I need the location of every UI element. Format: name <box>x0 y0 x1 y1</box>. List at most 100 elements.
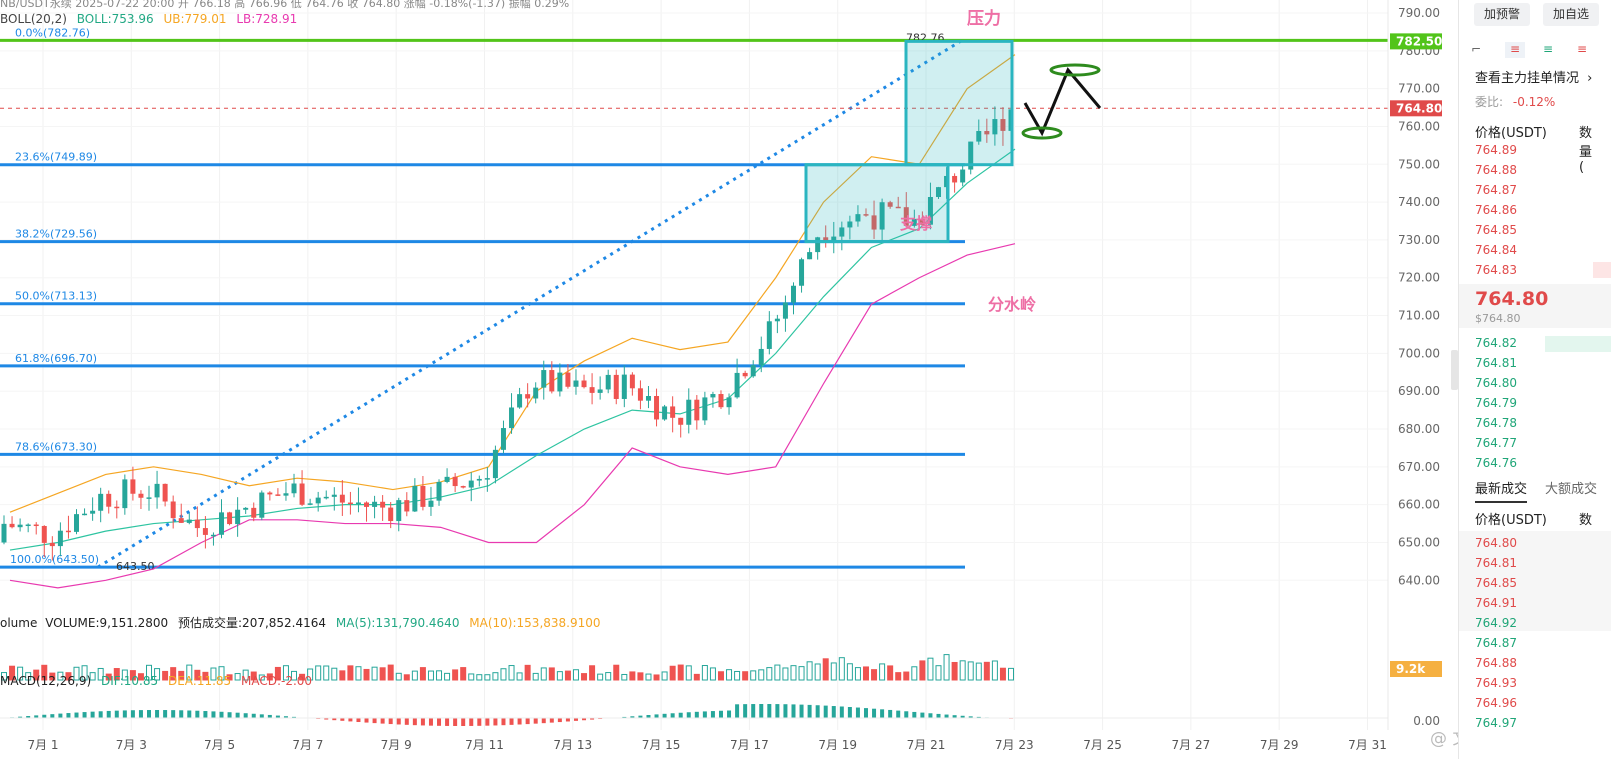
candle-body <box>275 494 281 496</box>
ask-price[interactable]: 764.85 <box>1475 223 1517 237</box>
boll-indicator: BOLL(20,2) BOLL:753.96 UB:779.01 LB:728.… <box>0 12 297 26</box>
candle-body <box>202 528 208 535</box>
candle-body <box>331 494 337 497</box>
ask-price[interactable]: 764.86 <box>1475 203 1517 217</box>
both-sides-icon[interactable]: ≡ <box>1505 42 1525 58</box>
bid-price[interactable]: 764.78 <box>1475 416 1517 430</box>
volume-bar <box>879 663 886 681</box>
date-tick: 7月 11 <box>465 738 504 752</box>
asks-only-icon[interactable]: ≡ <box>1577 42 1588 56</box>
ask-price[interactable]: 764.87 <box>1475 183 1517 197</box>
annotation-support: 支撑 <box>900 214 933 233</box>
volume-bar <box>854 667 861 681</box>
date-tick: 7月 25 <box>1083 738 1122 752</box>
ask-price[interactable]: 764.89 <box>1475 143 1517 157</box>
trade-price[interactable]: 764.97 <box>1475 716 1517 730</box>
volume-bar <box>766 667 773 681</box>
add-watchlist-button[interactable]: 加自选 <box>1543 3 1600 26</box>
volume-bar <box>105 673 112 681</box>
bid-price[interactable]: 764.80 <box>1475 376 1517 390</box>
trade-price[interactable]: 764.93 <box>1475 676 1517 690</box>
macd-bar <box>702 711 707 718</box>
trade-price[interactable]: 764.85 <box>1475 576 1517 590</box>
date-tick: 7月 31 <box>1348 738 1387 752</box>
volume-bar <box>436 670 443 681</box>
bids-only-icon[interactable]: ≡ <box>1543 42 1554 56</box>
candle-body <box>299 483 305 505</box>
bid-price[interactable]: 764.82 <box>1475 336 1517 350</box>
macd-bar <box>332 718 337 721</box>
macd-bar <box>839 706 844 718</box>
volume-bar <box>371 666 378 681</box>
volume-bar <box>782 667 789 681</box>
date-tick: 7月 7 <box>292 738 323 752</box>
macd-bar <box>799 704 804 718</box>
candle-body <box>1 523 7 543</box>
volume-bar <box>315 665 322 681</box>
macd-bar <box>686 712 691 718</box>
macd-bar <box>493 718 498 726</box>
volume-bar <box>709 667 716 681</box>
trade-price[interactable]: 764.81 <box>1475 556 1517 570</box>
candle-body <box>726 397 732 408</box>
boll-upper-band <box>9 54 1016 513</box>
volume-bar <box>113 668 120 681</box>
volume-marker: 9.2k <box>1396 662 1426 676</box>
bid-price[interactable]: 764.79 <box>1475 396 1517 410</box>
macd-bar <box>936 713 941 718</box>
chart-area[interactable]: 0.0%(782.76) 23.6%(749.89) 38.2%(729.56) 50… <box>0 0 1526 759</box>
candle-body <box>9 523 15 528</box>
price-tick: 750.00 <box>1398 157 1440 171</box>
volume-bar <box>194 669 201 681</box>
candlestick-chart[interactable]: 0.0%(782.76) 23.6%(749.89) 38.2%(729.56) 50… <box>0 0 1458 759</box>
candle-body <box>396 500 402 522</box>
macd-bar <box>654 714 659 718</box>
candle-body <box>799 259 805 286</box>
tab-large-trades[interactable]: 大额成交 <box>1545 482 1598 497</box>
candle-body <box>251 507 257 518</box>
macd-bar <box>775 704 780 718</box>
candle-body <box>637 388 643 401</box>
candle-body <box>831 236 837 242</box>
trade-price[interactable]: 764.88 <box>1475 656 1517 670</box>
volume-bar <box>250 671 257 681</box>
ask-price[interactable]: 764.83 <box>1475 263 1517 277</box>
macd-bar <box>90 711 95 718</box>
candle-body <box>162 483 168 502</box>
macd-bar <box>501 718 506 726</box>
fib-level-label: 23.6%(749.89) <box>15 151 97 164</box>
trade-price[interactable]: 764.80 <box>1475 536 1517 550</box>
macd-bar <box>823 705 828 718</box>
trade-price[interactable]: 764.92 <box>1475 616 1517 630</box>
macd-bar <box>863 708 868 718</box>
candle-body <box>718 394 724 408</box>
date-tick: 7月 13 <box>553 738 592 752</box>
ask-price[interactable]: 764.88 <box>1475 163 1517 177</box>
bid-price[interactable]: 764.77 <box>1475 436 1517 450</box>
main-orders-link[interactable]: 查看主力挂单情况 › <box>1475 67 1592 86</box>
candle-body <box>404 500 410 512</box>
price-tick: 650.00 <box>1398 535 1440 549</box>
trade-price[interactable]: 764.96 <box>1475 696 1517 710</box>
trade-price[interactable]: 764.91 <box>1475 596 1517 610</box>
candle-body <box>146 497 152 499</box>
bid-price[interactable]: 764.81 <box>1475 356 1517 370</box>
trade-price[interactable]: 764.87 <box>1475 636 1517 650</box>
add-alert-button[interactable]: 加预警 <box>1474 3 1531 26</box>
boll-ub-value: UB:779.01 <box>163 12 227 26</box>
layout-icon[interactable]: ⌐ <box>1471 42 1482 56</box>
ask-price[interactable]: 764.84 <box>1475 243 1517 257</box>
fib-level-label: 38.2%(729.56) <box>15 228 97 241</box>
macd-value: MACD:-2.00 <box>241 674 313 688</box>
candle-body <box>420 485 426 507</box>
tab-latest-trades[interactable]: 最新成交 <box>1475 478 1528 503</box>
macd-bar <box>171 710 176 718</box>
volume-bar <box>1008 667 1014 681</box>
candle-body <box>992 119 998 135</box>
bid-price[interactable]: 764.76 <box>1475 456 1517 470</box>
panel-collapse-handle[interactable] <box>1451 350 1458 390</box>
volume-bar <box>500 668 507 681</box>
volume-bar <box>9 665 16 681</box>
boll-mid-value: BOLL:753.96 <box>76 12 154 26</box>
price-tick: 660.00 <box>1398 498 1440 512</box>
